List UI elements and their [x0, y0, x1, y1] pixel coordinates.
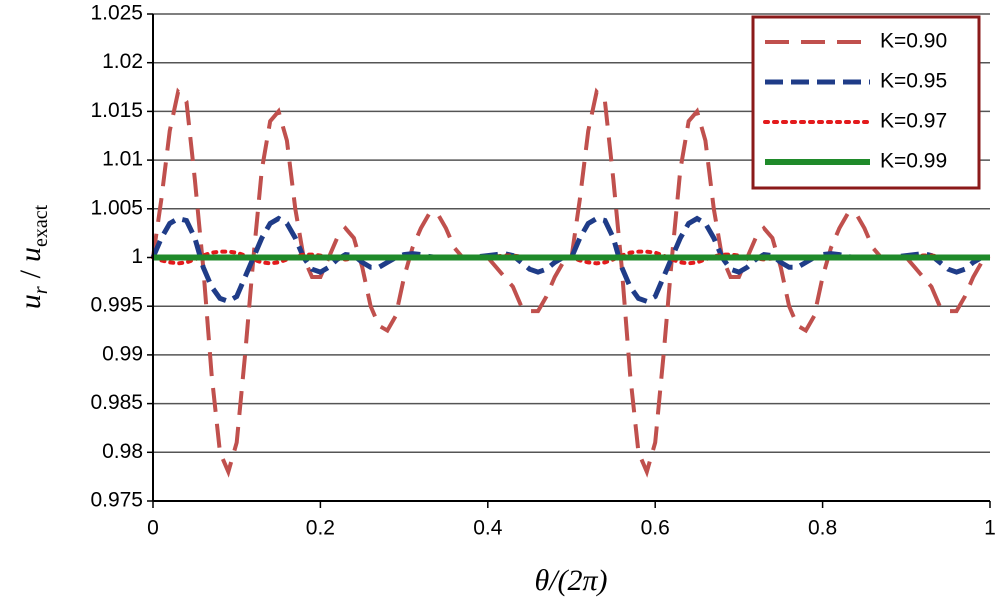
y-tick-label: 0.995 — [90, 294, 143, 317]
y-axis-label: ur/uexact — [14, 204, 52, 309]
legend-label: K=0.97 — [880, 110, 947, 133]
legend: K=0.90 K=0.95 K=0.97 K=0.99 — [751, 15, 981, 190]
y-label-part: u — [14, 294, 47, 309]
y-tick-label: 1.025 — [90, 2, 143, 25]
y-label-part: r — [30, 286, 52, 294]
x-tick-label: 0.6 — [641, 517, 670, 540]
y-label-part: u — [14, 247, 47, 262]
plot-lines — [150, 87, 992, 478]
legend-label: K=0.99 — [880, 150, 947, 173]
x-tick-label: 0.4 — [473, 517, 503, 540]
legend-label: K=0.90 — [880, 30, 947, 53]
x-tick-label: 0.8 — [808, 517, 837, 540]
y-tick-label: 0.975 — [90, 489, 143, 512]
x-tick-label: 0 — [147, 517, 159, 540]
x-tick-label: 1 — [984, 517, 996, 540]
y-tick-label: 1.015 — [90, 99, 143, 122]
y-tick-label: 0.985 — [90, 391, 143, 414]
y-tick-label: 1.005 — [90, 196, 143, 219]
axes: 0.975 0.98 0.985 0.99 0.995 1 1.005 1.01 1.015 1.… — [90, 2, 995, 540]
y-tick-label: 1 — [131, 245, 143, 268]
legend-label: K=0.95 — [880, 70, 947, 93]
y-tick-label: 1.01 — [102, 148, 143, 171]
x-axis-label: θ/(2π) — [534, 564, 607, 597]
y-tick-label: 0.98 — [102, 440, 143, 463]
y-label-part: exact — [30, 204, 52, 247]
x-tick-label: 0.2 — [306, 517, 335, 540]
y-tick-label: 1.02 — [102, 50, 143, 73]
y-tick-label: 0.99 — [102, 342, 143, 365]
y-label-part: / — [14, 269, 47, 278]
